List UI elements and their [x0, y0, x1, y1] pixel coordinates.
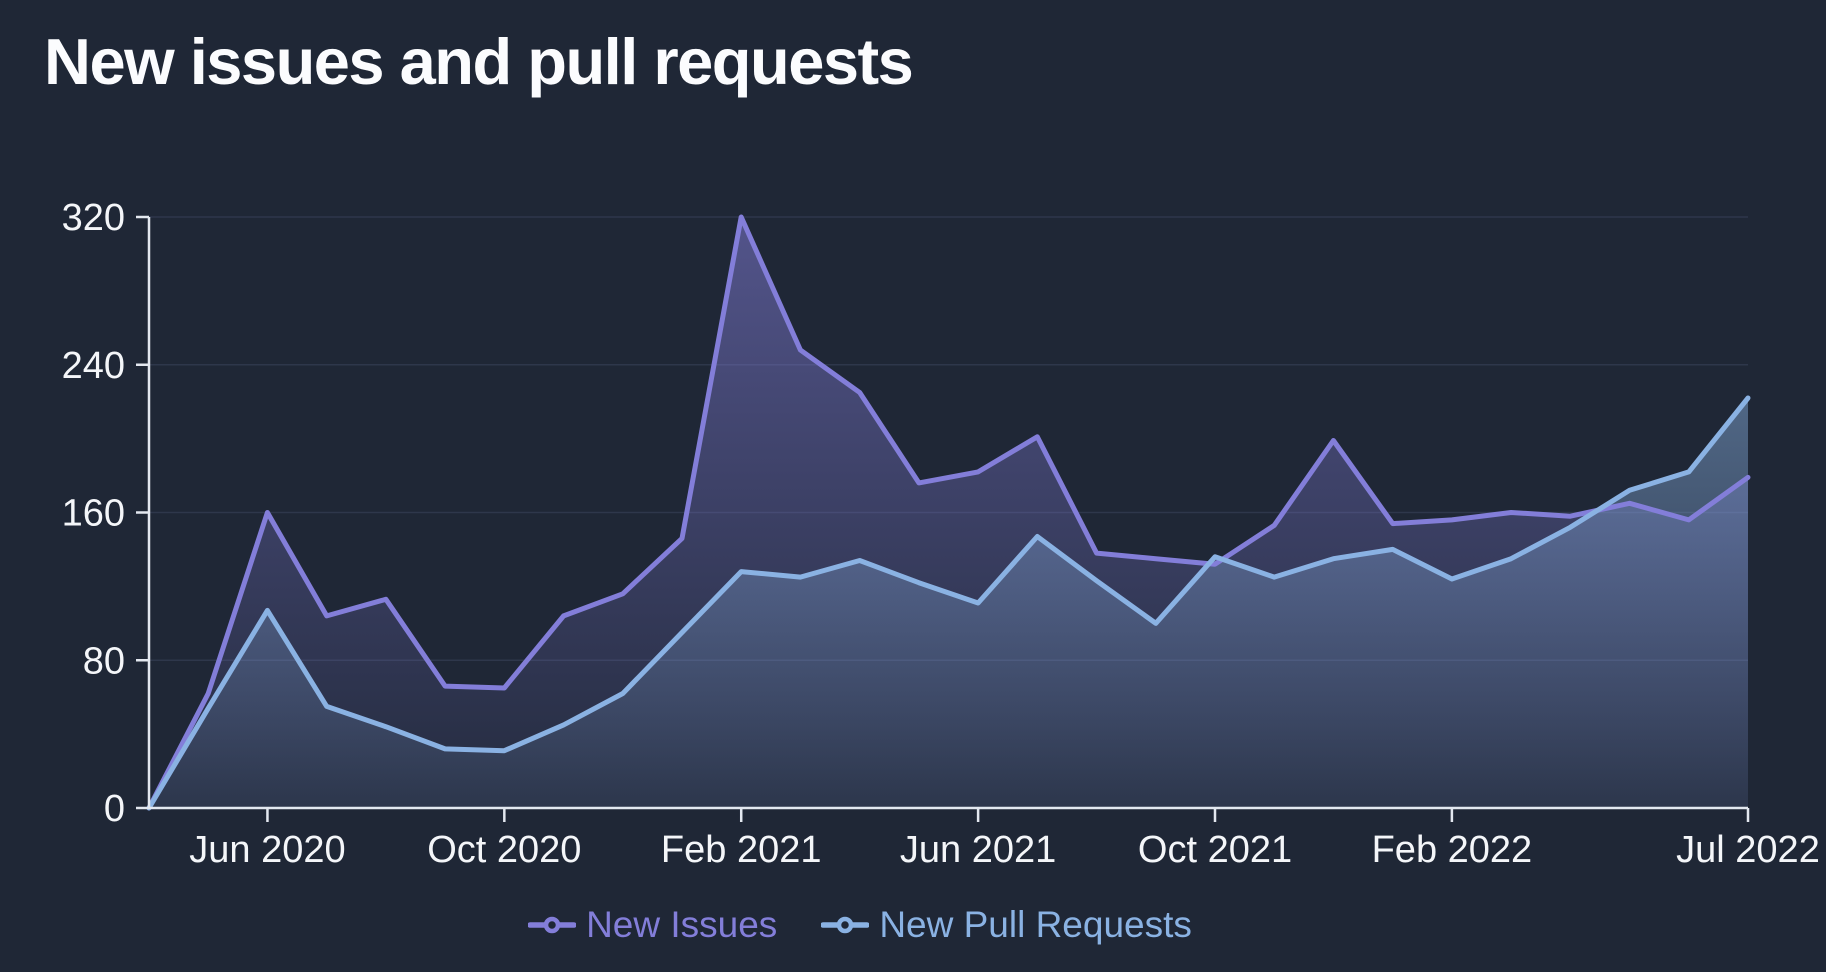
x-axis-label: Oct 2020: [427, 829, 581, 871]
series-line-new-issues[interactable]: [146, 214, 1751, 811]
series-area-new-pull-requests: [149, 398, 1748, 808]
legend-label: New Pull Requests: [879, 904, 1192, 945]
x-axis-label: Oct 2021: [1138, 829, 1292, 871]
chart-legend: New Issues New Pull Requests: [0, 904, 1826, 946]
legend-label: New Issues: [586, 904, 778, 945]
chart-title: New issues and pull requests: [44, 25, 914, 98]
x-axis-label: Feb 2022: [1372, 829, 1533, 871]
y-axis-label: 320: [62, 197, 125, 239]
x-axis-label: Jun 2020: [189, 829, 345, 871]
x-axis-label: Feb 2021: [661, 829, 822, 871]
y-axis-label: 240: [62, 345, 125, 387]
legend-line-marker-icon: [821, 916, 870, 934]
y-axis-label: 0: [104, 788, 125, 830]
y-axis-label: 80: [83, 640, 125, 682]
legend-line-marker-icon: [528, 916, 577, 934]
y-axis-label: 160: [62, 493, 125, 535]
series-line-new-pull-requests[interactable]: [146, 395, 1751, 811]
legend-item-new-pull-requests[interactable]: New Pull Requests: [821, 904, 1192, 946]
x-axis-label: Jul 2022: [1676, 829, 1820, 871]
x-axis-label: Jun 2021: [900, 829, 1056, 871]
legend-item-new-issues[interactable]: New Issues: [528, 904, 777, 946]
